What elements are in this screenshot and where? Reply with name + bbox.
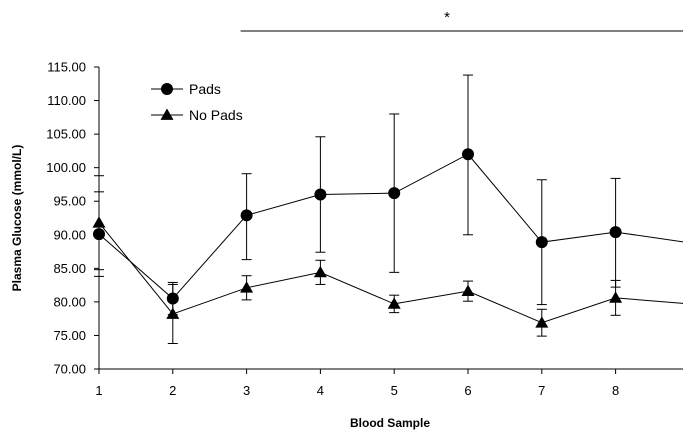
y-axis-title: Plasma Glucose (mmol/L) (10, 145, 24, 292)
legend-item-no-pads: No Pads (151, 107, 243, 123)
x-tick-label: 5 (391, 383, 398, 398)
x-tick-label: 7 (538, 383, 545, 398)
y-tick-label: 105.00 (46, 127, 86, 142)
y-tick-label: 115.00 (47, 60, 86, 75)
y-tick-label: 110.00 (47, 93, 86, 108)
y-tick-label: 75.00 (53, 328, 86, 343)
axes: 70.00 75.00 80.00 85.00 90.00 95.00 100.00 105.… (46, 60, 683, 398)
x-ticks: 1 2 3 4 5 6 7 8 (95, 369, 619, 398)
data-point-triangle (535, 316, 549, 328)
y-tick-label: 70.00 (53, 362, 86, 377)
x-tick-label: 4 (317, 383, 324, 398)
data-point-triangle (92, 216, 106, 228)
data-point-circle (314, 188, 327, 201)
x-tick-label: 2 (169, 383, 176, 398)
data-point-triangle (387, 297, 401, 309)
data-point-triangle (166, 307, 180, 319)
x-tick-label: 8 (612, 383, 619, 398)
data-point-circle (388, 187, 401, 200)
data-point-triangle (240, 281, 254, 293)
legend-label-no-pads: No Pads (189, 107, 243, 123)
data-point-circle (240, 209, 253, 222)
series-line (98, 153, 683, 300)
x-axis-title: Blood Sample (350, 416, 430, 430)
y-tick-label: 90.00 (53, 227, 86, 242)
x-tick-label: 3 (243, 383, 250, 398)
legend-item-pads: Pads (151, 81, 221, 97)
y-tick-label: 80.00 (53, 294, 86, 309)
significance-asterisk: * (444, 9, 450, 26)
y-tick-label: 100.00 (46, 160, 86, 175)
series (92, 74, 683, 344)
data-point-circle (535, 236, 548, 249)
series-no-pads (92, 175, 683, 344)
data-point-triangle (609, 291, 623, 303)
legend-label-pads: Pads (189, 81, 221, 97)
data-point-circle (609, 226, 622, 239)
x-tick-label: 1 (95, 383, 102, 398)
legend-marker-circle (161, 83, 173, 95)
data-point-triangle (313, 265, 327, 278)
significance-annotation: * (240, 9, 683, 32)
series-pads (93, 74, 683, 316)
y-tick-label: 95.00 (53, 194, 86, 209)
y-ticks: 70.00 75.00 80.00 85.00 90.00 95.00 100.00 105.… (46, 60, 99, 377)
legend-marker-triangle (160, 108, 174, 120)
data-point-triangle (461, 284, 475, 297)
data-point-circle (462, 148, 474, 161)
x-tick-label: 6 (464, 383, 471, 398)
legend: Pads No Pads (151, 81, 243, 123)
y-tick-label: 85.00 (53, 261, 86, 276)
